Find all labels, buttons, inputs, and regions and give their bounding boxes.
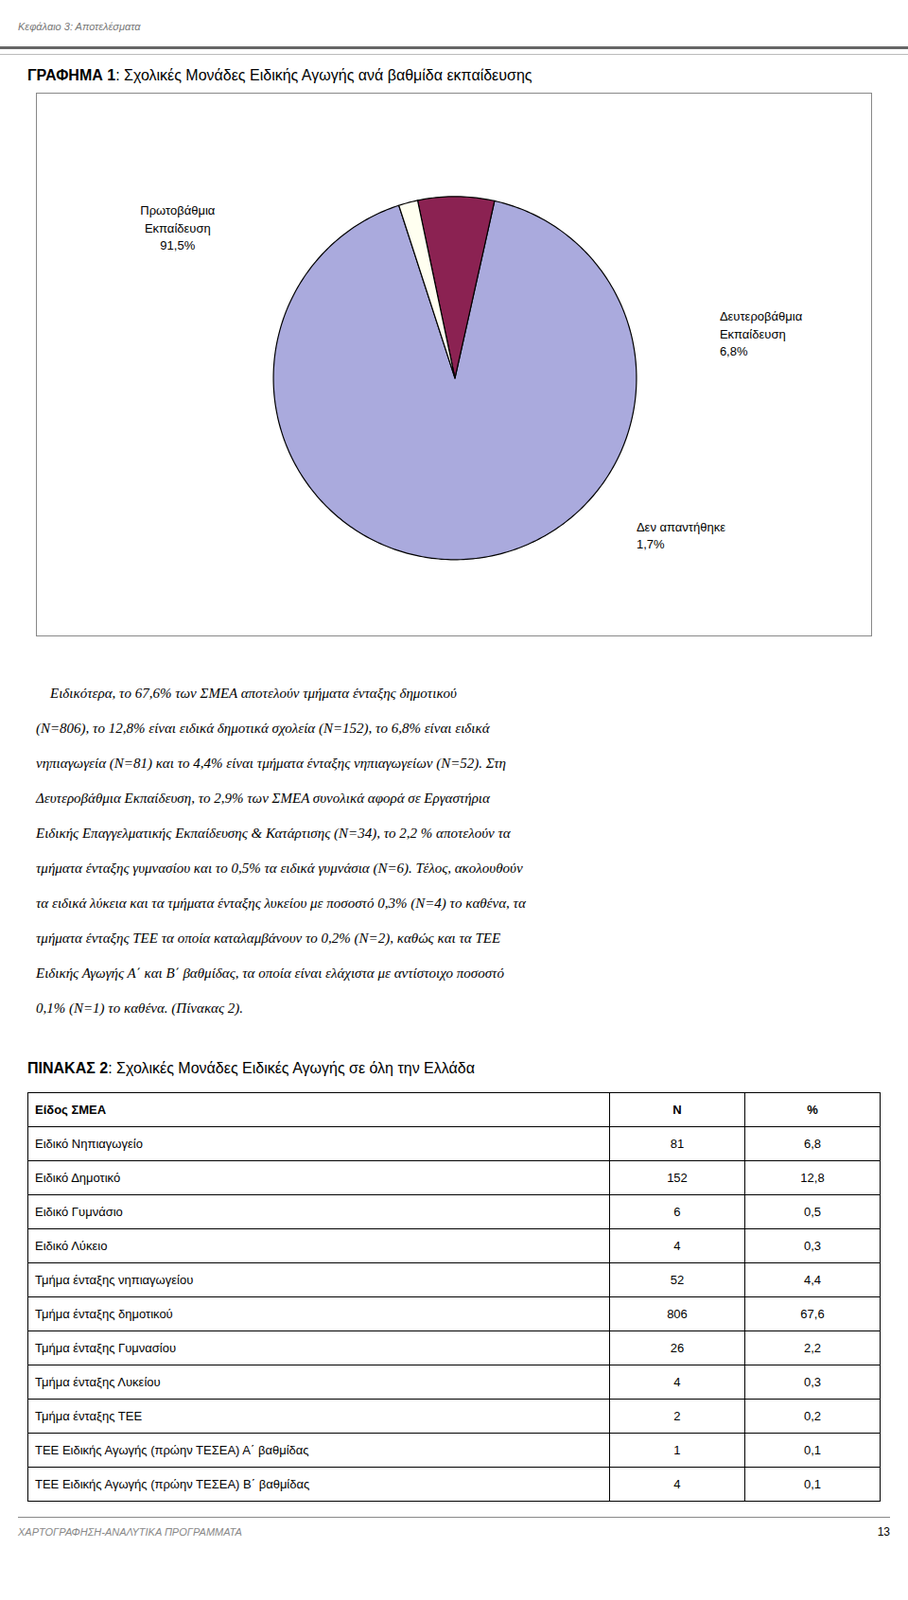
html-text:Ειδικό Νηπιαγωγείο: Ειδικό Νηπιαγωγείο xyxy=(34,1136,143,1152)
html-text:2: 2 xyxy=(673,1409,681,1424)
html-text:Τμήμα ένταξης ΤΕΕ: Τμήμα ένταξης ΤΕΕ xyxy=(34,1409,142,1424)
html-text:Τμήμα ένταξης Γυμνασίου: Τμήμα ένταξης Γυμνασίου xyxy=(34,1341,176,1356)
html-text:(Ν=806), το 12,8% είναι ειδικά: (Ν=806), το 12,8% είναι ειδικά δημοτικά … xyxy=(35,720,490,736)
html-text:4,4: 4,4 xyxy=(803,1273,821,1288)
html-text:Ειδικότερα, το 67,6% των ΣΜΕΑ: Ειδικότερα, το 67,6% των ΣΜΕΑ αποτελούν … xyxy=(35,685,457,701)
html-text:0,1: 0,1 xyxy=(803,1443,821,1458)
html-text:0,2: 0,2 xyxy=(803,1409,821,1424)
html-text:0,1: 0,1 xyxy=(803,1477,821,1492)
html-text:ΠΙΝΑΚΑΣ 2: Σχολικές Μονάδες Ει: ΠΙΝΑΚΑΣ 2: Σχολικές Μονάδες Ειδικές Αγωγ… xyxy=(27,1060,475,1077)
html-text:ΤΕΕ Ειδικής Αγωγής (πρώην ΤΕΣΕ: ΤΕΕ Ειδικής Αγωγής (πρώην ΤΕΣΕΑ) Β΄ βαθμ… xyxy=(34,1477,310,1492)
html-text:0,1% (Ν=1) το καθένα. (Πίνακας: 0,1% (Ν=1) το καθένα. (Πίνακας 2). xyxy=(35,1000,244,1016)
html-text:152: 152 xyxy=(666,1170,688,1186)
svg-text:ΠρωτοβάθμιαΕκπαίδευση91,5%: ΠρωτοβάθμιαΕκπαίδευση91,5% xyxy=(139,203,216,252)
html-text:N: N xyxy=(672,1102,682,1118)
html-text:12,8: 12,8 xyxy=(800,1170,825,1186)
html-text:ΤΕΕ Ειδικής Αγωγής (πρώην ΤΕΣΕ: ΤΕΕ Ειδικής Αγωγής (πρώην ΤΕΣΕΑ) Α΄ βαθμ… xyxy=(34,1443,309,1458)
html-text:2,2: 2,2 xyxy=(803,1341,821,1356)
html-text:0,3: 0,3 xyxy=(803,1239,821,1254)
html-text:4: 4 xyxy=(673,1375,681,1390)
html-text:Τμήμα ένταξης Λυκείου: Τμήμα ένταξης Λυκείου xyxy=(34,1375,161,1390)
html-text:1: 1 xyxy=(673,1443,681,1458)
html-text:4: 4 xyxy=(673,1477,681,1492)
html-text:0,5: 0,5 xyxy=(803,1204,821,1220)
html-text:Ειδικό Λύκειο: Ειδικό Λύκειο xyxy=(34,1239,108,1254)
html-text:Τμήμα ένταξης δημοτικού: Τμήμα ένταξης δημοτικού xyxy=(34,1307,173,1322)
html-text:Ειδικής Αγωγής Α΄ και Β΄ βαθμί: Ειδικής Αγωγής Α΄ και Β΄ βαθμίδας, τα οπ… xyxy=(35,965,505,981)
html-text:ΧΑΡΤΟΓΡΑΦΗΣΗ-ΑΝΑΛΥΤΙΚΑ ΠΡΟΓΡΑΜ: ΧΑΡΤΟΓΡΑΦΗΣΗ-ΑΝΑΛΥΤΙΚΑ ΠΡΟΓΡΑΜΜΑΤΑ xyxy=(17,1526,242,1538)
html-text:Ειδικής Επαγγελματικής Εκπαίδε: Ειδικής Επαγγελματικής Εκπαίδευσης & Κατ… xyxy=(35,825,511,841)
html-text:τα ειδικά λύκεια και τα τμήματ: τα ειδικά λύκεια και τα τμήματα ένταξης … xyxy=(35,895,526,911)
html-text:Δευτεροβάθμια Εκπαίδευση, το 2: Δευτεροβάθμια Εκπαίδευση, το 2,9% των ΣΜ… xyxy=(35,790,490,806)
html-text:13: 13 xyxy=(877,1525,891,1539)
html-text:67,6: 67,6 xyxy=(800,1307,825,1322)
html-text:τμήματα ένταξης γυμνασίου και: τμήματα ένταξης γυμνασίου και το 0,5% τα… xyxy=(35,860,523,876)
html-text:Τμήμα ένταξης νηπιαγωγείου: Τμήμα ένταξης νηπιαγωγείου xyxy=(34,1273,194,1288)
html-text:0,3: 0,3 xyxy=(803,1375,821,1390)
svg-text:ΔευτεροβάθμιαΕκπαίδευση6,8%: ΔευτεροβάθμιαΕκπαίδευση6,8% xyxy=(718,309,803,358)
html-text:Ειδικό Γυμνάσιο: Ειδικό Γυμνάσιο xyxy=(34,1204,123,1220)
html-text:6,8: 6,8 xyxy=(803,1136,821,1152)
html-text:4: 4 xyxy=(673,1239,681,1254)
html-text:ΓΡΑΦΗΜΑ 1: Σχολικές Μονάδες Ει: ΓΡΑΦΗΜΑ 1: Σχολικές Μονάδες Ειδικής Αγωγ… xyxy=(27,67,533,84)
html-text:52: 52 xyxy=(670,1273,685,1288)
html-text:Ειδικό Δημοτικό: Ειδικό Δημοτικό xyxy=(34,1170,121,1186)
html-text:Κεφάλαιο 3: Αποτελέσματα: Κεφάλαιο 3: Αποτελέσματα xyxy=(17,20,141,33)
html-text:6: 6 xyxy=(673,1204,681,1220)
html-text:81: 81 xyxy=(670,1136,685,1152)
html-text:806: 806 xyxy=(666,1307,688,1322)
html-text:νηπιαγωγεία (Ν=81) και το 4,4%: νηπιαγωγεία (Ν=81) και το 4,4% είναι τμή… xyxy=(35,755,507,771)
html-text:26: 26 xyxy=(670,1341,685,1356)
svg-text:Δεν απαντήθηκε1,7%: Δεν απαντήθηκε1,7% xyxy=(635,519,725,551)
html-text:Είδος ΣΜΕΑ: Είδος ΣΜΕΑ xyxy=(34,1102,107,1118)
html-text:τμήματα ένταξης ΤΕΕ τα οποία κ: τμήματα ένταξης ΤΕΕ τα οποία καταλαμβάνο… xyxy=(35,930,501,946)
